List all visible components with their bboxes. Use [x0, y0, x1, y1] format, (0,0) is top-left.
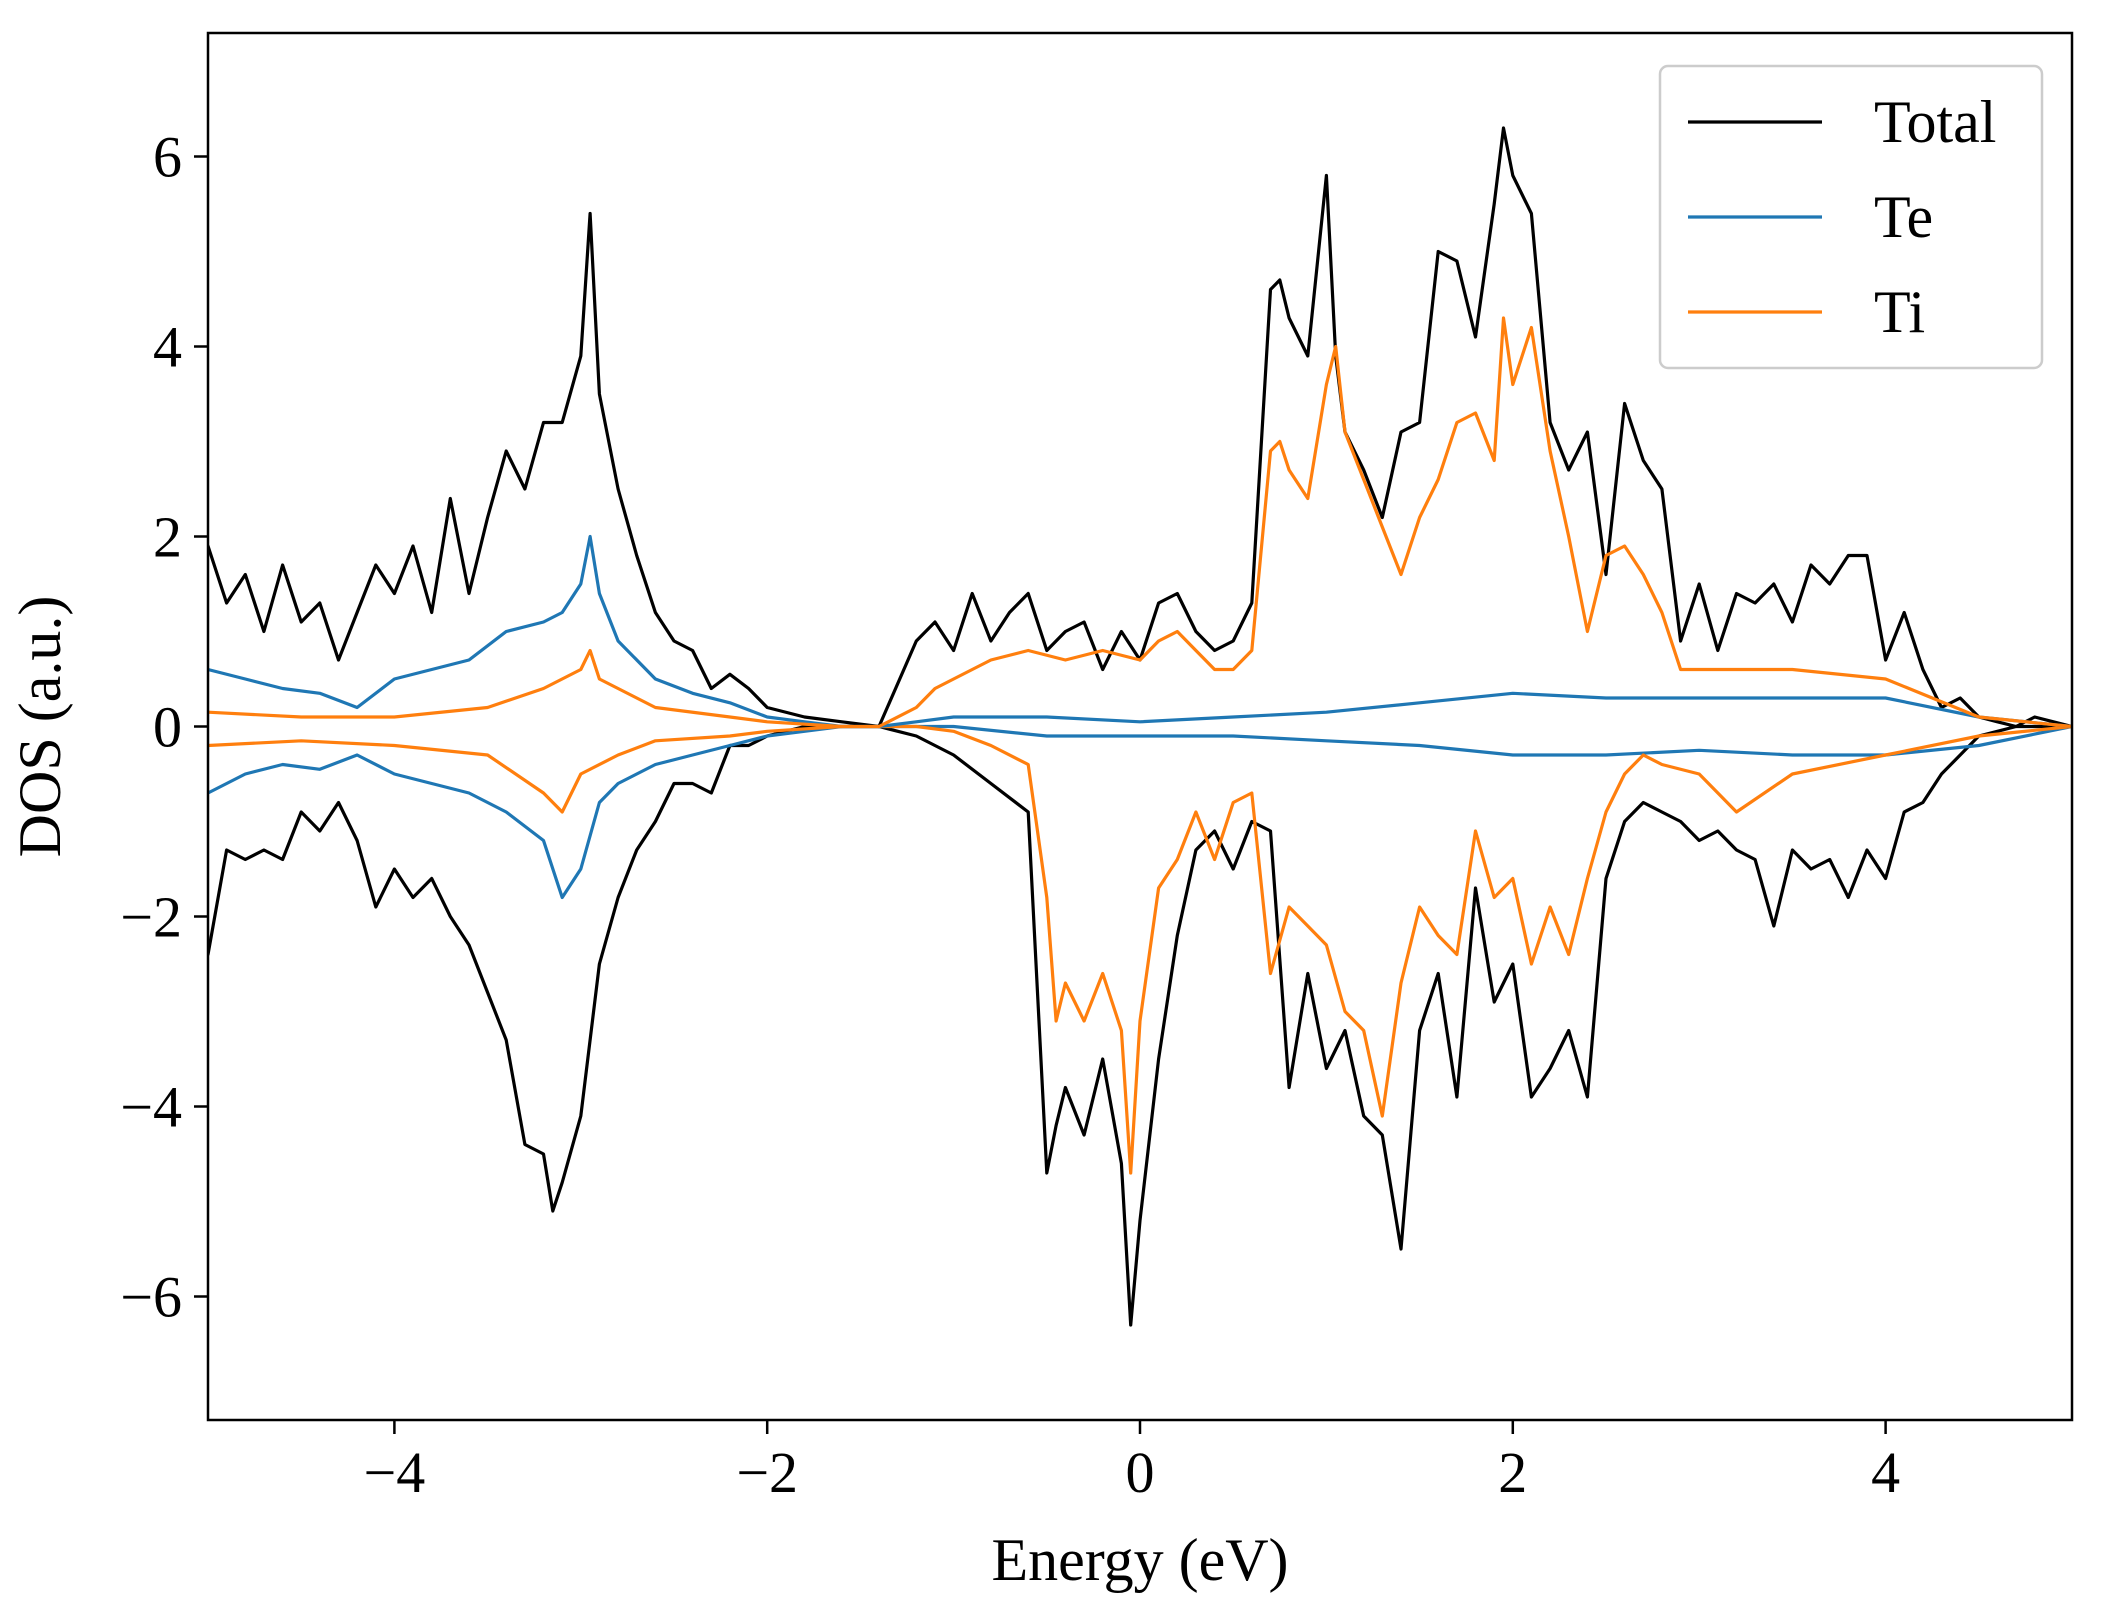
y-tick-label: −2 [120, 885, 182, 950]
series-line-ti-spin-up [208, 316, 2072, 729]
y-tick-label: 4 [153, 315, 182, 380]
series-line-total-spin-up [208, 126, 2072, 729]
plot-area [208, 126, 2072, 1327]
legend-box [1658, 64, 2044, 370]
x-tick-label: 0 [1126, 1440, 1155, 1505]
y-tick-label: 6 [153, 125, 182, 190]
y-tick-label: 2 [153, 505, 182, 570]
series-line-te-spin-up [208, 534, 2072, 729]
y-axis-label: DOS (a.u.) [7, 596, 73, 858]
series-line-total-spin-down [208, 724, 2072, 1327]
series-group [208, 126, 2072, 1327]
series-line-ti-spin-down [208, 724, 2072, 1175]
legend-label-total: Total [1874, 89, 1996, 155]
x-tick-label: 4 [1871, 1440, 1900, 1505]
x-tick-label: −2 [736, 1440, 798, 1505]
x-tick-label: −4 [364, 1440, 426, 1505]
legend-label-te: Te [1874, 184, 1933, 250]
x-axis-label: Energy (eV) [991, 1527, 1288, 1593]
legend-label-ti: Ti [1874, 279, 1925, 345]
y-tick-label: 0 [153, 695, 182, 760]
axes: −4 −2 0 2 4 −6 −4 −2 0 2 4 6 Energy (eV) DOS (a.u.) [7, 31, 2074, 1593]
y-tick-label: −4 [120, 1075, 182, 1140]
legend: Total Te Ti [1658, 64, 2044, 370]
x-tick-label: 2 [1498, 1440, 1527, 1505]
y-tick-label: −6 [120, 1265, 182, 1330]
series-line-te-spin-down [208, 724, 2072, 900]
